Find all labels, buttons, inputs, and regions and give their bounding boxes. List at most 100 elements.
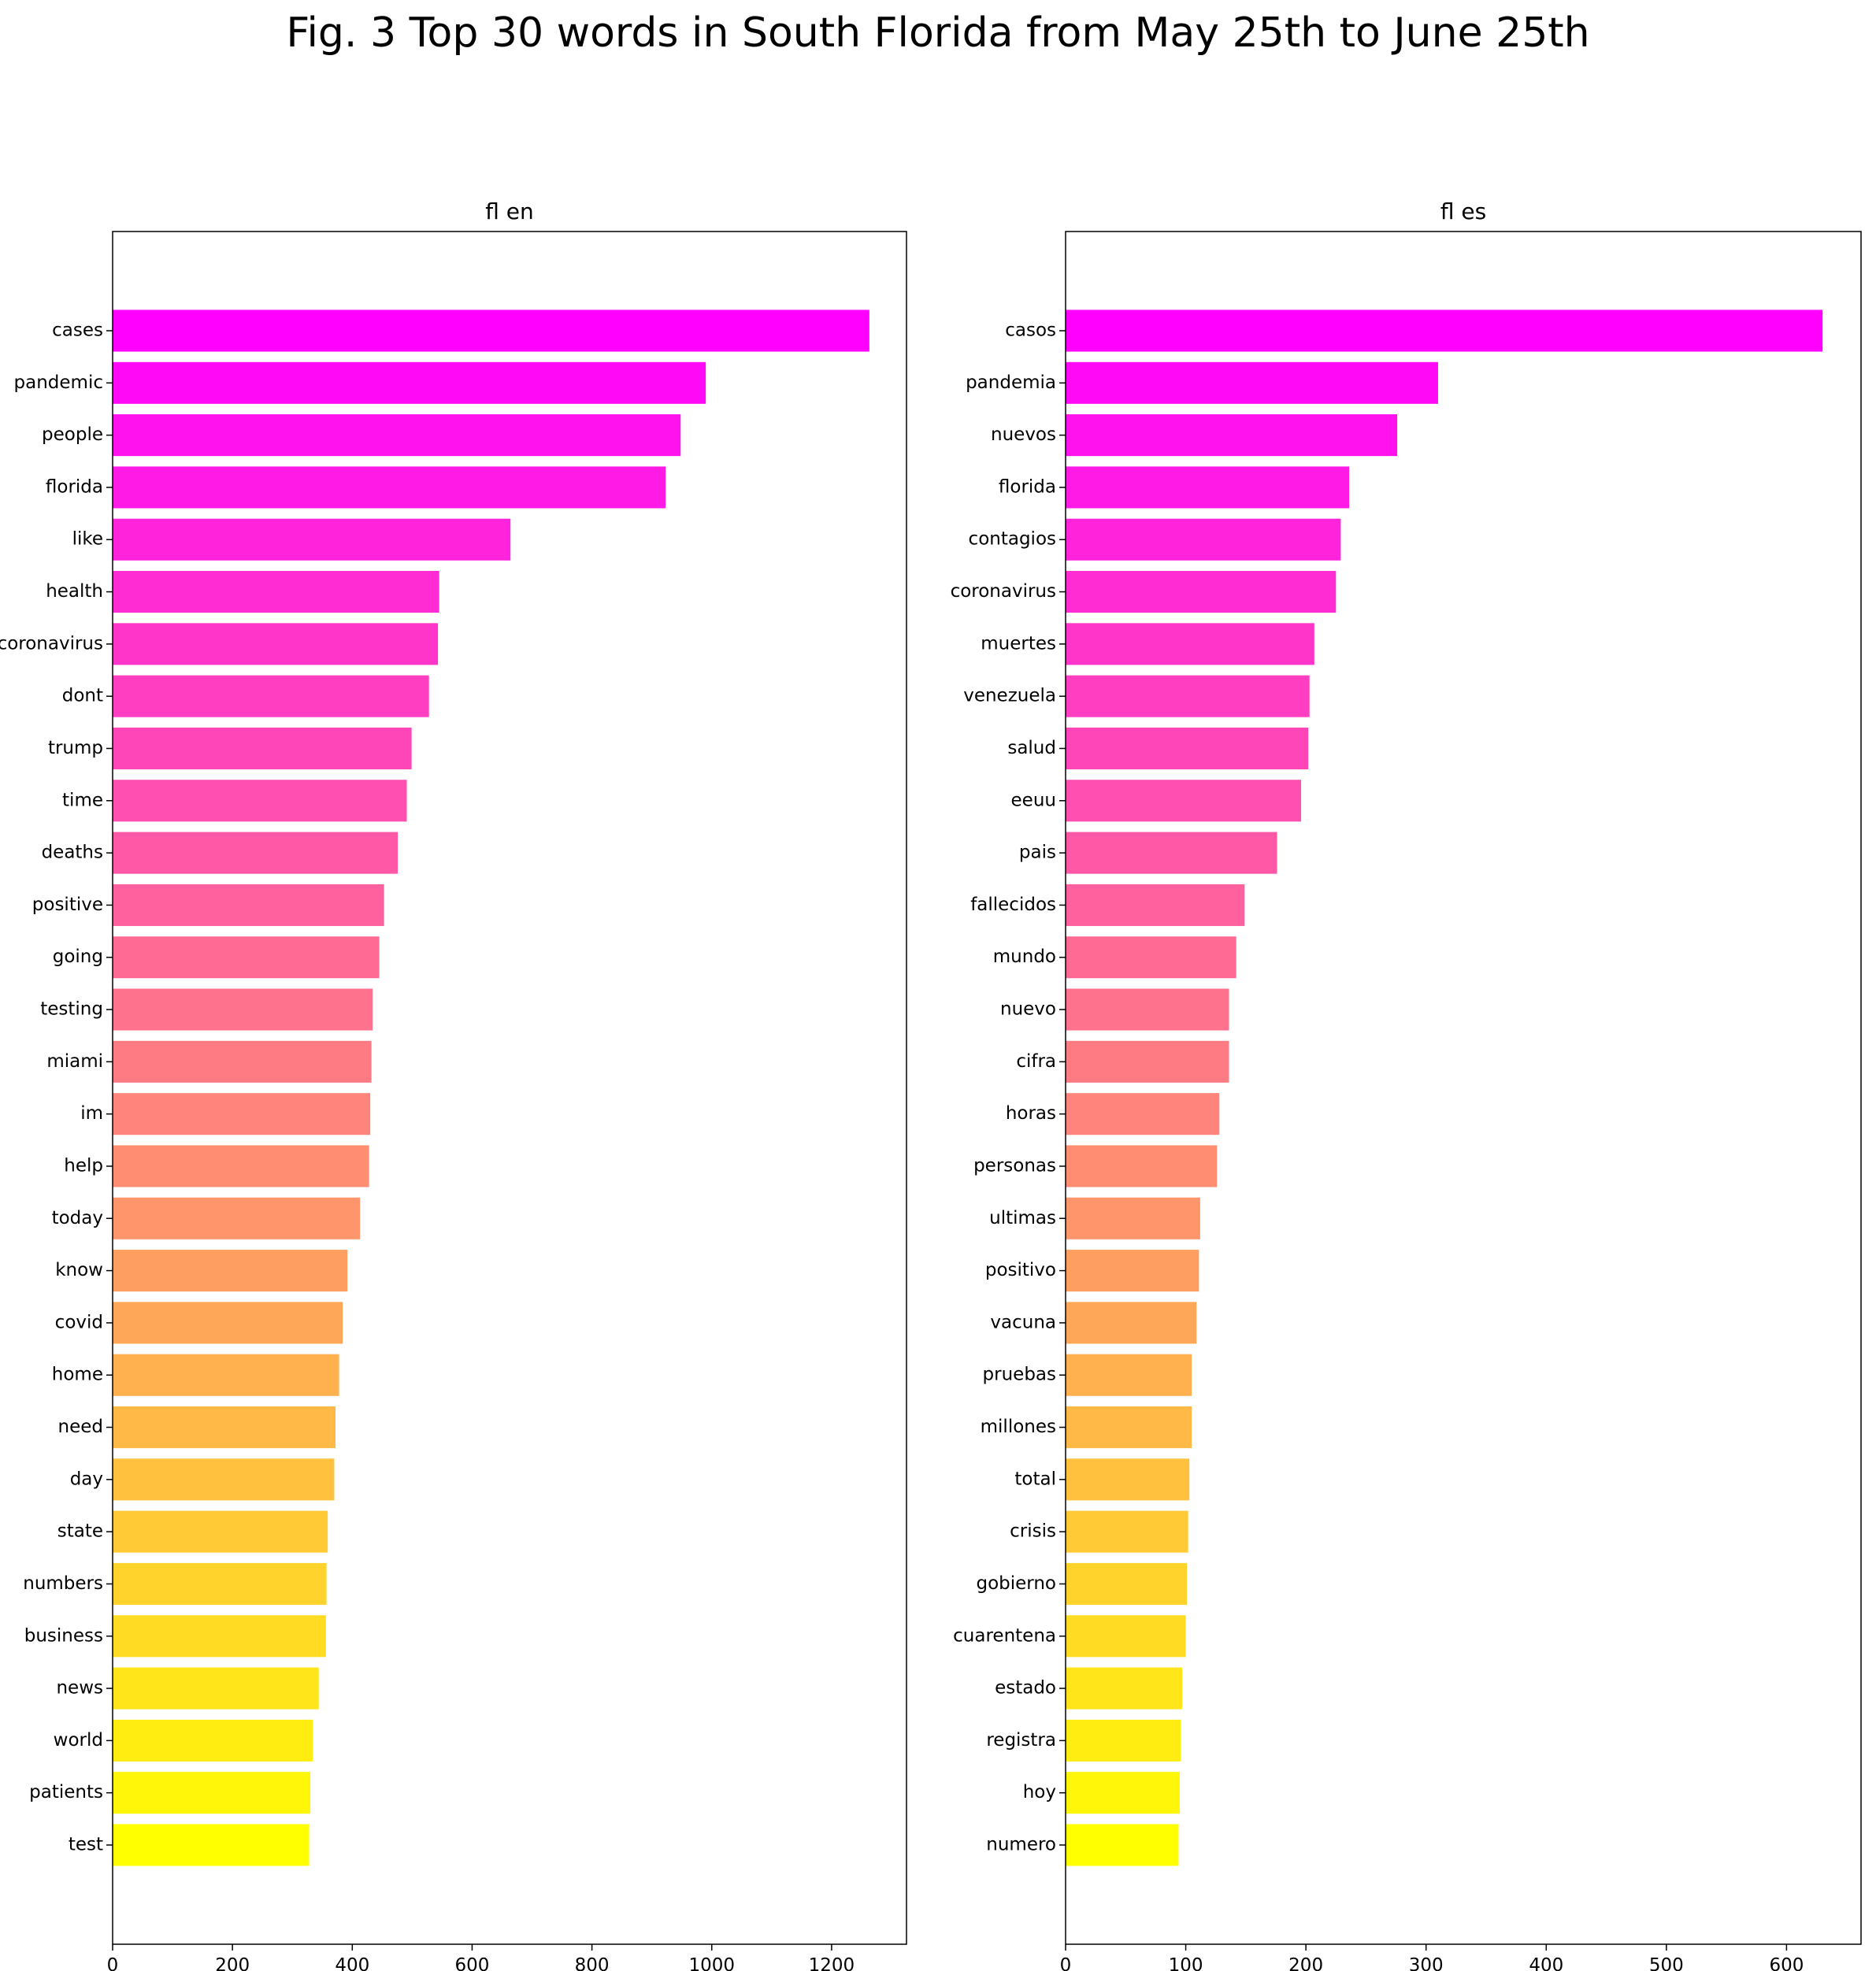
x-tick-label: 0 [107, 1955, 119, 1971]
y-tick-label: eeuu [1011, 790, 1056, 810]
bar [1066, 1250, 1199, 1292]
y-tick-label: ultimas [989, 1208, 1056, 1228]
y-tick-label: dont [62, 686, 103, 706]
bar [113, 1406, 336, 1449]
figure-title: Fig. 3 Top 30 words in South Florida fro… [286, 9, 1589, 57]
x-tick-label: 1200 [809, 1955, 855, 1971]
bar [113, 727, 412, 770]
x-tick-label: 1000 [688, 1955, 735, 1971]
bar [113, 1458, 335, 1501]
y-tick-label: help [64, 1155, 103, 1176]
bar [1066, 1354, 1192, 1396]
y-tick-label: testing [40, 999, 103, 1020]
y-tick-label: state [57, 1521, 103, 1542]
subplot-title: fl en [485, 198, 534, 224]
bar [113, 884, 384, 926]
y-tick-label: venezuela [963, 686, 1056, 706]
bar [1066, 1040, 1229, 1083]
bar [1066, 623, 1314, 665]
y-tick-label: nuevo [1000, 999, 1056, 1020]
y-tick-label: health [46, 581, 103, 602]
x-tick-label: 800 [575, 1955, 610, 1971]
bar [1066, 361, 1438, 404]
y-tick-label: today [52, 1208, 103, 1228]
y-tick-label: need [58, 1417, 103, 1437]
bar [113, 675, 429, 717]
bar [1066, 309, 1823, 352]
y-tick-label: millones [981, 1417, 1056, 1437]
axes-frame [1065, 231, 1862, 1945]
bar [113, 1510, 328, 1553]
bar [1066, 988, 1229, 1031]
y-tick-label: cases [52, 320, 103, 340]
y-tick-label: pandemia [966, 372, 1056, 393]
y-tick-label: nuevos [991, 424, 1056, 445]
y-tick-label: world [54, 1730, 103, 1751]
y-tick-label: im [80, 1103, 103, 1124]
x-tick-label: 600 [454, 1955, 489, 1971]
y-tick-label: florida [999, 476, 1056, 497]
y-tick-label: like [72, 529, 103, 550]
bar [113, 1197, 361, 1239]
bar [1066, 466, 1350, 509]
y-tick-label: casos [1005, 320, 1056, 340]
y-tick-label: numbers [23, 1573, 103, 1594]
bar [113, 571, 439, 613]
bar [1066, 1719, 1181, 1762]
bar [113, 518, 511, 561]
y-tick-label: test [69, 1835, 103, 1855]
x-tick-label: 200 [215, 1955, 250, 1971]
y-tick-label: crisis [1010, 1521, 1056, 1542]
y-tick-label: positivo [985, 1260, 1056, 1280]
bar [1066, 1145, 1218, 1187]
bar [1066, 1615, 1186, 1658]
bar [113, 1354, 339, 1396]
subplot-title: fl es [1440, 198, 1486, 224]
y-tick-label: home [52, 1365, 103, 1385]
y-tick-label: patients [29, 1782, 103, 1802]
bar [1066, 675, 1310, 717]
bar [1066, 780, 1302, 822]
y-tick-label: cifra [1016, 1051, 1056, 1072]
y-tick-label: vacuna [990, 1312, 1056, 1332]
y-tick-label: deaths [42, 843, 103, 863]
bar [113, 780, 407, 822]
bar [1066, 1458, 1190, 1501]
y-tick-label: hoy [1023, 1782, 1056, 1802]
bar [113, 1250, 348, 1292]
y-tick-label: muertes [981, 633, 1056, 654]
bar [1066, 936, 1236, 979]
x-tick-label: 400 [335, 1955, 369, 1971]
y-tick-label: estado [995, 1678, 1056, 1699]
y-tick-label: know [55, 1260, 103, 1280]
bar [113, 1667, 319, 1710]
x-tick-label: 100 [1169, 1955, 1203, 1971]
y-tick-label: fallecidos [970, 895, 1056, 915]
bar [113, 1145, 369, 1187]
bar [1066, 727, 1309, 770]
x-tick-label: 200 [1288, 1955, 1323, 1971]
bar [1066, 1093, 1220, 1136]
y-tick-label: pruebas [983, 1365, 1056, 1385]
x-tick-label: 0 [1060, 1955, 1072, 1971]
bar [1066, 518, 1341, 561]
y-tick-label: people [42, 424, 103, 445]
x-tick-label: 500 [1649, 1955, 1684, 1971]
y-tick-label: total [1014, 1469, 1056, 1489]
y-tick-label: salud [1007, 738, 1056, 758]
bar [1066, 1302, 1197, 1344]
y-tick-label: trump [48, 738, 103, 758]
bar [1066, 1667, 1182, 1710]
bar [113, 309, 869, 352]
y-tick-label: registra [986, 1730, 1056, 1751]
bar [113, 1302, 343, 1344]
y-tick-label: pandemic [14, 372, 103, 393]
y-tick-label: cuarentena [953, 1625, 1056, 1646]
x-tick-label: 600 [1769, 1955, 1804, 1971]
bar [113, 623, 439, 665]
bar [113, 1824, 310, 1866]
y-tick-label: florida [46, 476, 103, 497]
y-tick-label: horas [1006, 1103, 1056, 1124]
x-tick-label: 300 [1409, 1955, 1444, 1971]
y-tick-label: contagios [969, 529, 1056, 550]
